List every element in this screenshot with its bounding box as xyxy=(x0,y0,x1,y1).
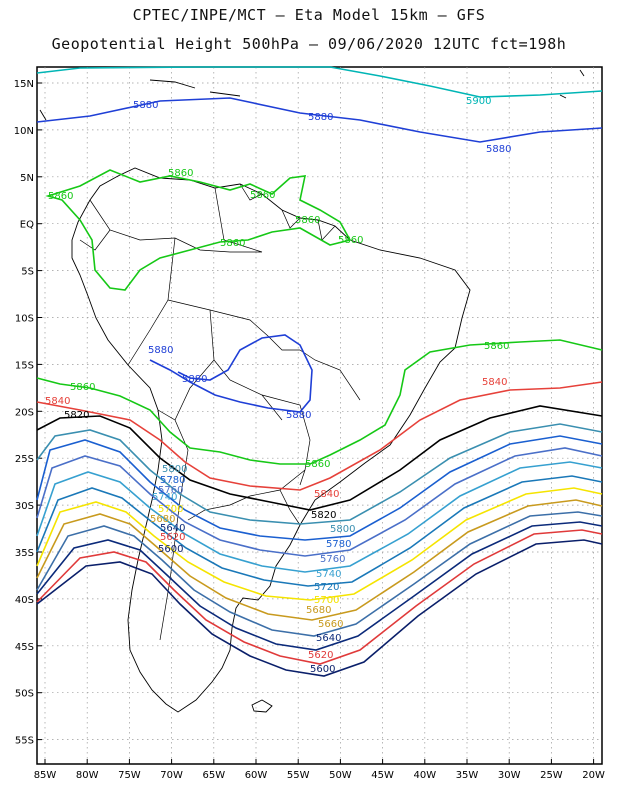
lon-tick-label: 50W xyxy=(329,770,352,781)
label-5860-e: 5860 xyxy=(220,238,245,249)
lat-tick-label: 15S xyxy=(15,360,34,371)
contour-5640 xyxy=(36,521,603,651)
label-5600-chile: 5600 xyxy=(158,544,183,555)
lat-tick-label: 5N xyxy=(20,173,34,184)
lat-tick-label: 45S xyxy=(15,642,34,653)
label-5880-n: 5880 xyxy=(308,112,333,123)
lat-tick-label: 55S xyxy=(15,736,34,747)
lon-tick-label: 60W xyxy=(245,770,268,781)
lon-tick-label: 65W xyxy=(202,770,225,781)
label-5760-chile: 5760 xyxy=(158,485,183,496)
label-5860-b: 5860 xyxy=(48,191,73,202)
label-5680-atl: 5680 xyxy=(306,605,331,616)
lat-tick-label: 30S xyxy=(15,501,34,512)
lat-tick-label: 20S xyxy=(15,407,34,418)
lat-tick-label: 5S xyxy=(21,267,34,278)
lon-tick-label: 35W xyxy=(456,770,479,781)
label-5880-brazil: 5880 xyxy=(286,410,311,421)
label-5780-chile: 5780 xyxy=(160,475,185,486)
label-5720-atl: 5720 xyxy=(314,582,339,593)
label-5740-atl: 5740 xyxy=(316,569,341,580)
contour-5600 xyxy=(36,539,603,677)
lon-tick-label: 20W xyxy=(582,770,605,781)
contour-5800 xyxy=(36,423,603,525)
lon-tick-label: 25W xyxy=(540,770,563,781)
label-5860-f: 5860 xyxy=(338,235,363,246)
label-5620-chile: 5620 xyxy=(160,532,185,543)
lat-tick-label: 10N xyxy=(14,126,34,137)
label-5600-atl: 5600 xyxy=(310,664,335,675)
lon-tick-label: 40W xyxy=(413,770,436,781)
label-5860-d: 5860 xyxy=(295,215,320,226)
label-5860-west: 5860 xyxy=(70,382,95,393)
contour-5820 xyxy=(36,405,603,511)
lon-tick-label: 55W xyxy=(287,770,310,781)
lat-tick-label: 10S xyxy=(15,314,34,325)
label-5680-chile: 5680 xyxy=(150,514,175,525)
longitude-labels: 85W 80W 75W 70W 65W 60W 55W 50W 45W 40W 35W 30W 25W 2… xyxy=(34,770,605,781)
lat-tick-label: EQ xyxy=(20,220,34,231)
label-5860-c: 5860 xyxy=(250,190,275,201)
label-5840-west: 5840 xyxy=(45,396,70,407)
contour-5740 xyxy=(36,461,603,573)
label-5620-atl: 5620 xyxy=(308,650,333,661)
contour-labels: 5900 5880 5880 5880 5860 5860 5860 5860 … xyxy=(45,96,511,675)
lon-tick-label: 75W xyxy=(118,770,141,781)
label-5900: 5900 xyxy=(466,96,491,107)
lon-tick-label: 70W xyxy=(160,770,183,781)
label-5880-bolivia: 5880 xyxy=(148,345,173,356)
label-5780-atl: 5780 xyxy=(326,539,351,550)
lat-tick-label: 40S xyxy=(15,595,34,606)
label-5880-nw: 5880 xyxy=(133,100,158,111)
contour-5680 xyxy=(36,499,603,621)
label-5860-south: 5860 xyxy=(305,459,330,470)
label-5880-ne: 5880 xyxy=(486,144,511,155)
contour-5860-south xyxy=(36,339,603,465)
contour-5700 xyxy=(36,487,603,601)
label-5640-chile: 5640 xyxy=(160,523,185,534)
chart-subtitle: Geopotential Height 500hPa – 09/06/2020 … xyxy=(51,35,567,53)
label-5700-chile: 5700 xyxy=(158,504,183,515)
label-5840-mid: 5840 xyxy=(314,489,339,500)
lon-tick-label: 30W xyxy=(498,770,521,781)
lat-tick-label: 50S xyxy=(15,689,34,700)
label-5760-atl: 5760 xyxy=(320,554,345,565)
label-5700-atl: 5700 xyxy=(314,595,339,606)
label-5840-east: 5840 xyxy=(482,377,507,388)
label-5660-atl: 5660 xyxy=(318,619,343,630)
contour-5840 xyxy=(36,381,603,491)
lon-tick-label: 45W xyxy=(371,770,394,781)
contour-5780 xyxy=(36,435,603,541)
label-5880-chile: 5880 xyxy=(182,374,207,385)
label-5800-atl: 5800 xyxy=(330,524,355,535)
coastline-and-borders xyxy=(39,69,585,713)
chart-title: CPTEC/INPE/MCT – Eta Model 15km – GFS xyxy=(132,6,486,24)
contour-5620 xyxy=(36,529,603,665)
lat-tick-label: 25S xyxy=(15,454,34,465)
lon-tick-label: 85W xyxy=(34,770,57,781)
lon-tick-label: 80W xyxy=(76,770,99,781)
latitude-labels: 15N 10N 5N EQ 5S 10S 15S 20S 25S 30S 35S 40S 45S 50S 5… xyxy=(14,79,34,747)
label-5860-a: 5860 xyxy=(168,168,193,179)
label-5860-east: 5860 xyxy=(484,341,509,352)
lat-tick-label: 35S xyxy=(15,548,34,559)
label-5640-atl: 5640 xyxy=(316,633,341,644)
caribbean-islands xyxy=(39,69,585,121)
contour-5900 xyxy=(36,66,603,98)
contour-5880-north xyxy=(36,97,603,143)
label-5820-mid: 5820 xyxy=(311,510,336,521)
label-5800-chile: 5800 xyxy=(162,464,187,475)
label-5740-chile: 5740 xyxy=(152,492,177,503)
lat-tick-label: 15N xyxy=(14,79,34,90)
contour-5860-north xyxy=(45,169,352,291)
falkland-islands xyxy=(251,699,273,713)
label-5820-west: 5820 xyxy=(64,410,89,421)
contour-5660 xyxy=(36,511,603,637)
contour-5760 xyxy=(36,447,603,557)
contour-5880-south xyxy=(149,334,313,413)
geopotential-contours xyxy=(36,66,603,677)
graticule xyxy=(37,67,602,764)
contour-5720 xyxy=(36,475,603,587)
